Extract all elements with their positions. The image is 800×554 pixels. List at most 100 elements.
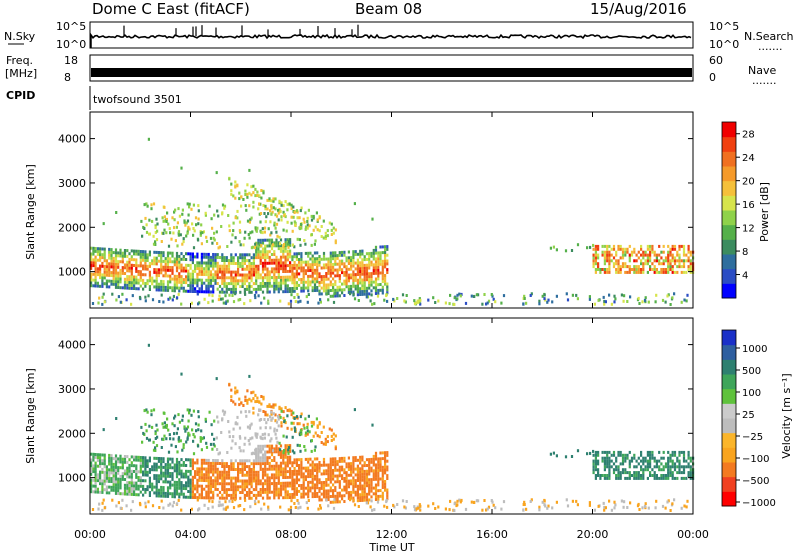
power-cell — [177, 207, 180, 211]
power-cell — [197, 204, 200, 208]
velocity-cell — [347, 482, 350, 486]
velocity-cell — [304, 486, 307, 490]
noise-line — [90, 32, 692, 40]
power-cell — [309, 257, 312, 261]
power-cell — [619, 265, 622, 269]
velocity-cell — [151, 482, 154, 486]
power-cell — [151, 262, 154, 266]
power-cell — [207, 301, 210, 305]
velocity-cell — [365, 472, 369, 476]
velocity-cell — [284, 490, 287, 494]
velocity-cell — [250, 470, 253, 474]
power-cell — [185, 266, 188, 270]
power-cell — [295, 263, 298, 267]
velocity-cell — [487, 505, 491, 509]
power-cell — [327, 277, 330, 281]
power-cell — [570, 249, 574, 252]
velocity-cell — [392, 503, 395, 507]
power-cell — [622, 299, 625, 303]
velocity-cell — [249, 424, 252, 428]
power-cell — [352, 284, 355, 288]
velocity-cell — [608, 450, 611, 454]
power-cell — [198, 261, 201, 265]
velocity-cell — [285, 435, 288, 439]
velocity-cell — [142, 470, 145, 474]
velocity-colorbar-frame — [721, 329, 737, 507]
power-cell — [101, 256, 104, 260]
velocity-cell — [310, 439, 313, 443]
power-cell — [227, 214, 230, 217]
velocity-cell — [286, 408, 289, 412]
power-cell — [309, 280, 312, 284]
velocity-cell — [213, 437, 216, 441]
noise-trace — [90, 24, 692, 48]
power-cell — [338, 251, 341, 255]
velocity-cell — [194, 496, 197, 499]
velocity-cell — [191, 481, 194, 485]
velocity-cell — [658, 476, 661, 480]
velocity-cell — [284, 421, 287, 425]
power-cell — [182, 266, 185, 270]
power-cell — [279, 281, 283, 285]
power-cell — [334, 257, 337, 261]
power-cell — [523, 297, 526, 300]
power-cell — [277, 287, 280, 291]
velocity-cell — [293, 492, 296, 496]
velocity-cell — [277, 453, 280, 457]
velocity-cell — [239, 449, 242, 453]
power-cell — [243, 287, 246, 291]
velocity-cell — [166, 469, 170, 472]
power-cell — [298, 263, 301, 267]
power-cell — [112, 256, 115, 260]
time-axis: 00:00 04:00 08:00 12:00 16:00 20:00 00:00 — [74, 112, 709, 541]
power-cell — [191, 278, 194, 282]
power-cell — [180, 252, 183, 256]
velocity-cell — [270, 437, 273, 441]
velocity-cell — [207, 479, 210, 483]
velocity-cell — [617, 468, 620, 472]
velocity-cell — [377, 483, 380, 487]
power-cell — [363, 263, 366, 267]
velocity-cell — [368, 481, 371, 485]
velocity-cell — [180, 508, 183, 512]
velocity-cell — [338, 468, 341, 472]
power-cell — [350, 261, 353, 265]
power-cell — [646, 262, 649, 266]
power-cell — [103, 253, 106, 257]
power-cell — [148, 253, 151, 257]
velocity-cell — [264, 453, 267, 457]
velocity-cell — [644, 468, 647, 472]
velocity-cell — [266, 444, 269, 448]
power-cell — [655, 268, 658, 271]
velocity-cell — [635, 476, 638, 480]
velocity-cell — [169, 437, 172, 441]
velocity-cell — [171, 495, 174, 499]
power-cell — [264, 261, 267, 265]
power-cell — [112, 274, 115, 278]
power-cell — [318, 292, 321, 296]
power-cell — [621, 262, 625, 266]
velocity-cell — [248, 488, 251, 492]
power-cell — [191, 252, 194, 256]
velocity-cell — [350, 482, 353, 486]
power-cell — [347, 267, 350, 271]
power-cell — [90, 261, 93, 265]
velocity-cell — [128, 484, 131, 488]
power-cell — [365, 272, 369, 276]
power-cell — [487, 299, 491, 303]
velocity-cell — [216, 473, 219, 477]
power-cell — [288, 202, 291, 206]
power-cell — [264, 207, 267, 211]
velocity-cell — [687, 474, 690, 477]
power-cell — [338, 288, 341, 292]
power-cell — [195, 223, 198, 227]
velocity-cell — [243, 473, 246, 477]
power-cell — [347, 273, 350, 277]
power-cell — [295, 284, 298, 287]
velocity-cell — [205, 493, 208, 497]
velocity-cell — [221, 479, 224, 483]
velocity-cell — [250, 479, 253, 483]
power-cell — [187, 275, 190, 279]
velocity-cell — [356, 464, 359, 468]
power-cell — [386, 299, 389, 303]
